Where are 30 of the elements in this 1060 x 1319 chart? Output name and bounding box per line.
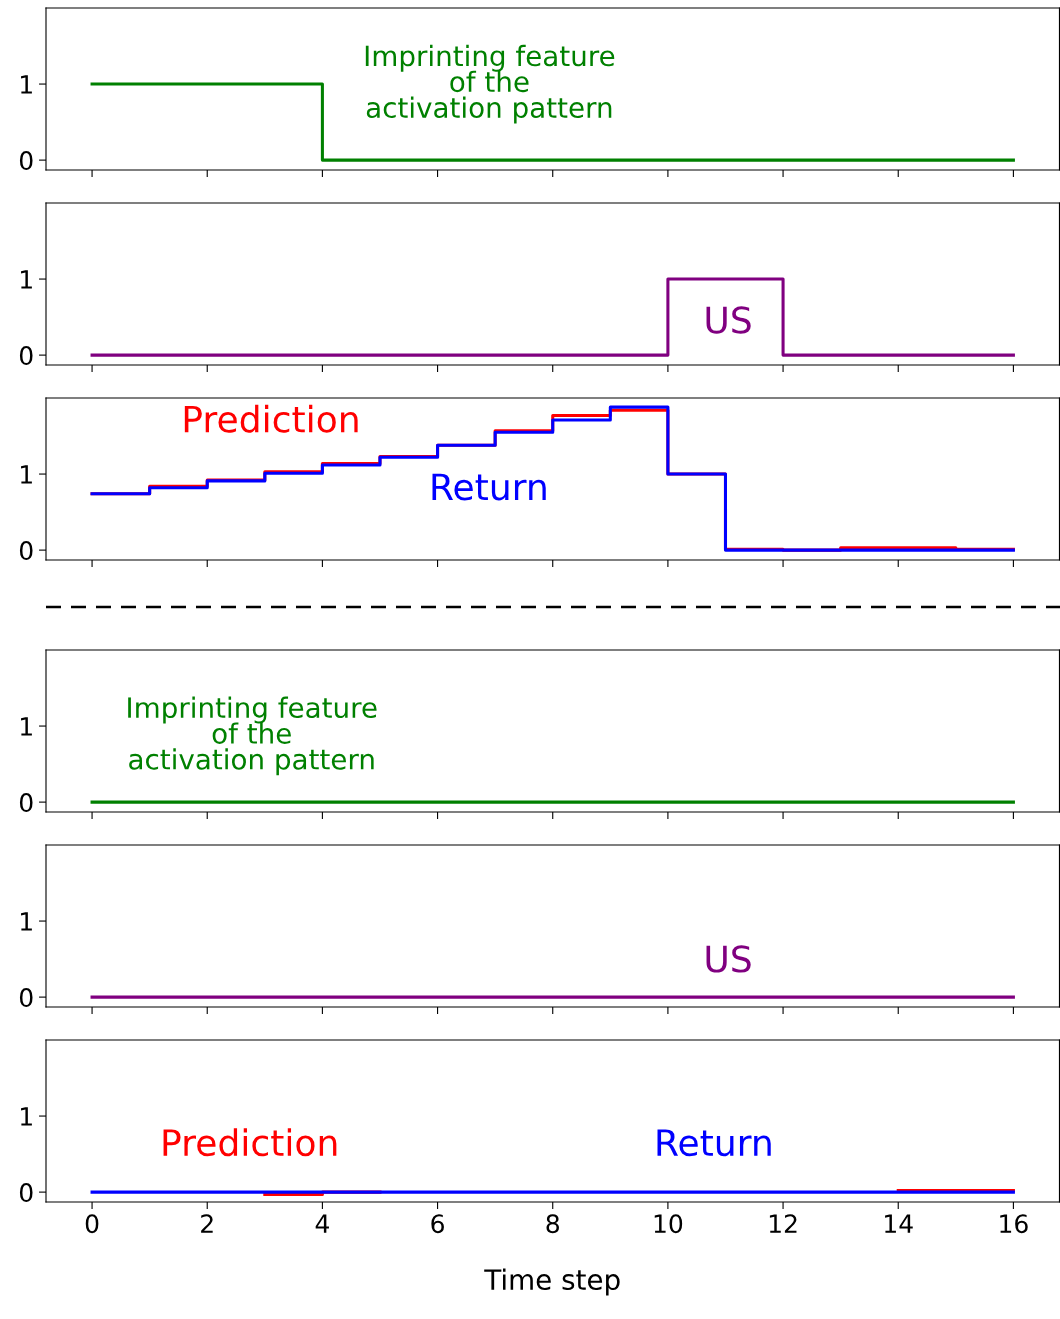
y-tick-label: 0 xyxy=(19,1183,33,1202)
x-tick-label: 12 xyxy=(769,1214,797,1233)
x-tick-label: 2 xyxy=(201,1214,213,1233)
series-label: US xyxy=(706,945,751,973)
series-label: Prediction xyxy=(163,1128,337,1157)
y-tick-label: 1 xyxy=(21,465,32,484)
series-label: Imprinting feature of the activation pattern xyxy=(128,696,377,776)
x-tick-label: 8 xyxy=(546,1214,559,1234)
y-tick-label: 0 xyxy=(19,151,33,170)
series-label: Return xyxy=(432,473,546,501)
y-tick-label: 1 xyxy=(21,75,32,94)
x-tick-label: 4 xyxy=(315,1214,329,1233)
y-tick-label: 1 xyxy=(21,912,32,931)
y-tick-label: 0 xyxy=(19,988,33,1007)
x-tick-label: 6 xyxy=(431,1214,444,1234)
x-tick-label: 14 xyxy=(885,1214,913,1233)
y-tick-label: 0 xyxy=(19,541,33,560)
series-label: US xyxy=(706,306,751,334)
y-tick-label: 1 xyxy=(21,270,32,289)
x-tick-label: 0 xyxy=(85,1214,99,1234)
y-tick-label: 1 xyxy=(21,1107,32,1126)
x-tick-label: 16 xyxy=(1000,1214,1028,1234)
series-label: Return xyxy=(657,1129,771,1157)
series-label: Imprinting feature of the activation pattern xyxy=(365,44,615,124)
series-label: Prediction xyxy=(184,404,358,433)
y-tick-label: 1 xyxy=(21,717,32,736)
y-tick-label: 0 xyxy=(19,346,33,365)
y-tick-label: 0 xyxy=(19,793,33,812)
x-tick-label: 10 xyxy=(654,1214,683,1234)
x-axis-title: Time step xyxy=(484,1268,620,1296)
